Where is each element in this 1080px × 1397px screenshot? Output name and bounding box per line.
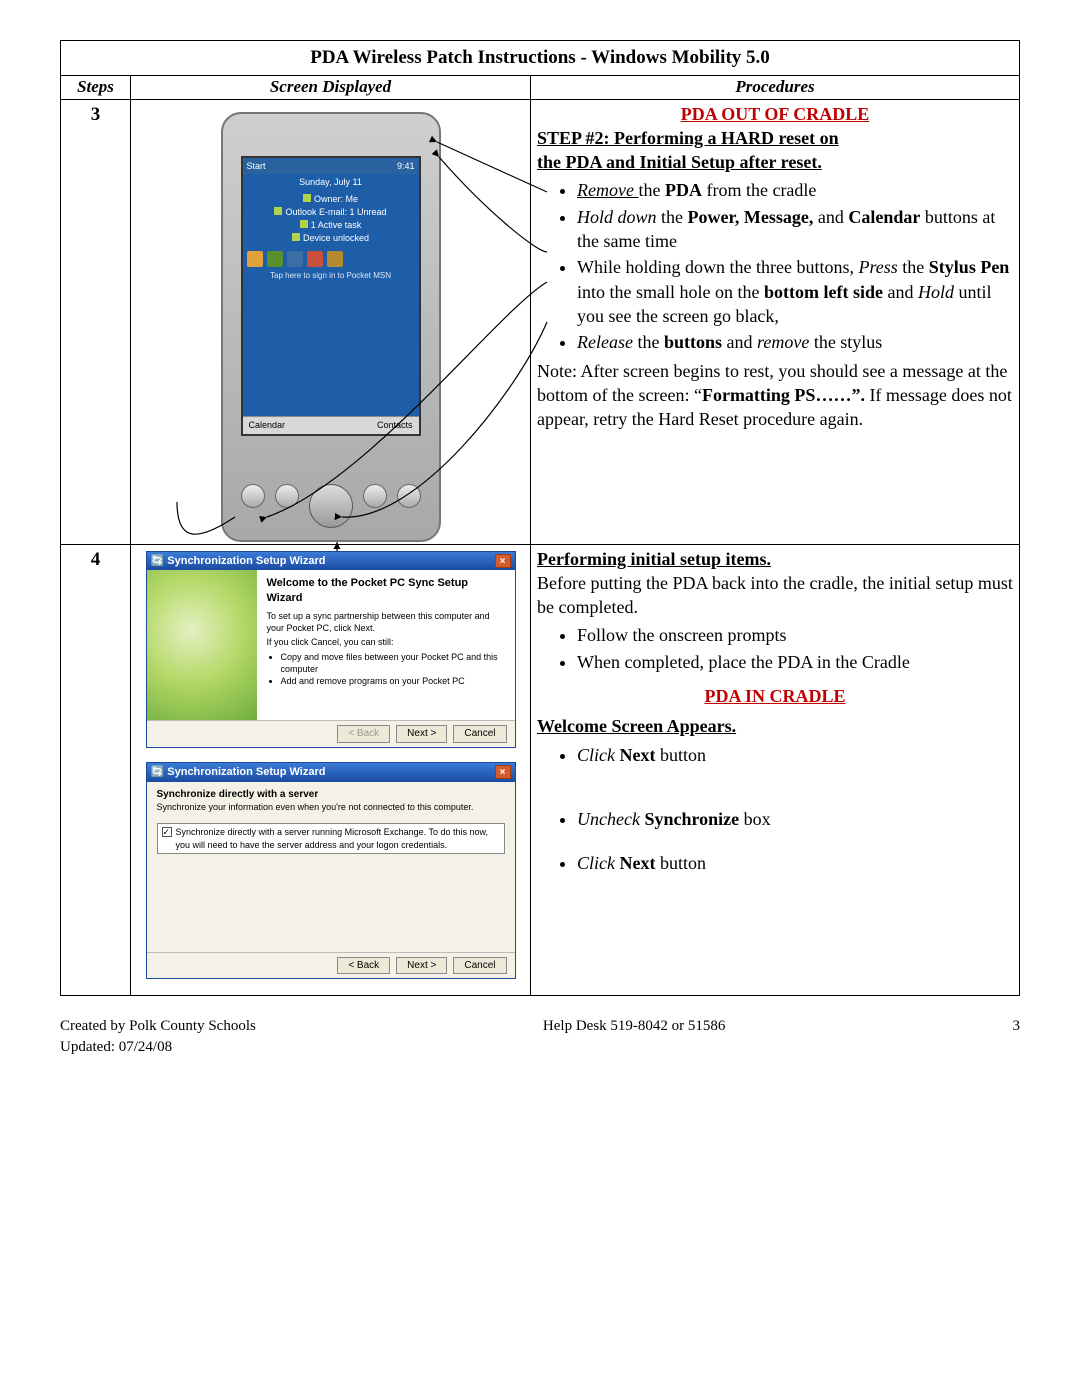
footer-helpdesk: Help Desk 519-8042 or 51586 <box>543 1016 725 1057</box>
footer-author: Created by Polk County Schools <box>60 1018 256 1034</box>
step-4-screen: 🔄 Synchronization Setup Wizard × Welcome… <box>131 544 531 996</box>
win1-p2: If you click Cancel, you can still: <box>267 636 505 648</box>
r4-h1: Performing initial setup items. <box>537 547 1013 571</box>
r3-b1: Remove the PDA from the cradle <box>577 178 1013 202</box>
pda-line4: Device unlocked <box>303 233 369 243</box>
r3-note: Note: After screen begins to rest, you s… <box>537 359 1013 432</box>
pda-start: Start <box>247 160 266 172</box>
instructions-table: PDA Wireless Patch Instructions - Window… <box>60 40 1020 996</box>
win2-sub: Synchronize your information even when y… <box>157 801 505 813</box>
win2-back-button[interactable]: < Back <box>337 957 390 975</box>
pda-in-label: PDA IN CRADLE <box>537 684 1013 708</box>
win1-next-button[interactable]: Next > <box>396 725 447 743</box>
r4-click-next-1: Click Next button <box>577 743 1013 767</box>
close-icon[interactable]: × <box>495 554 511 568</box>
pda-line3: 1 Active task <box>311 220 362 230</box>
chk-line1: Synchronize directly with a server runni… <box>176 827 489 837</box>
step-3-screen: Start 9:41 Sunday, July 11 Owner: Me Out… <box>131 99 531 544</box>
r4-b1: Follow the onscreen prompts <box>577 623 1013 647</box>
checkbox-icon[interactable] <box>162 827 172 837</box>
r4-click-next-2: Click Next button <box>577 851 1013 875</box>
r4-uncheck: Uncheck Synchronize box <box>577 807 1013 831</box>
sync-wizard-server: 🔄 Synchronization Setup Wizard × Synchro… <box>146 762 516 979</box>
step-4-num: 4 <box>61 544 131 996</box>
win2-cancel-button[interactable]: Cancel <box>453 957 506 975</box>
step-4-proc: Performing initial setup items. Before p… <box>531 544 1020 996</box>
sync-server-checkbox-row[interactable]: Synchronize directly with a server runni… <box>157 823 505 853</box>
step-3-proc: PDA OUT OF CRADLE STEP #2: Performing a … <box>531 99 1020 544</box>
win2-next-button[interactable]: Next > <box>396 957 447 975</box>
col-proc-hdr: Procedures <box>531 75 1020 99</box>
r3-b3: While holding down the three buttons, Pr… <box>577 255 1013 328</box>
win1-title: Synchronization Setup Wizard <box>167 555 325 567</box>
win2-title: Synchronization Setup Wizard <box>167 766 325 778</box>
pda-contacts-btn: Contacts <box>377 419 413 431</box>
r4-p1: Before putting the PDA back into the cra… <box>537 571 1013 620</box>
r4-h2: Welcome Screen Appears. <box>537 714 1013 738</box>
pda-device-graphic: Start 9:41 Sunday, July 11 Owner: Me Out… <box>221 112 441 542</box>
win1-li2: Add and remove programs on your Pocket P… <box>281 675 505 687</box>
doc-title: PDA Wireless Patch Instructions - Window… <box>61 41 1020 76</box>
col-steps-hdr: Steps <box>61 75 131 99</box>
footer-updated: Updated: 07/24/08 <box>60 1039 172 1055</box>
win1-heading: Welcome to the Pocket PC Sync Setup Wiza… <box>267 576 505 606</box>
pda-line2: Outlook E-mail: 1 Unread <box>285 207 386 217</box>
pda-date: Sunday, July 11 <box>243 174 419 190</box>
col-screen-hdr: Screen Displayed <box>131 75 531 99</box>
win1-li1: Copy and move files between your Pocket … <box>281 651 505 675</box>
step2-head-a: STEP #2: Performing a HARD reset on <box>537 126 1013 150</box>
chk-line2: you will need to have the server address… <box>176 840 448 850</box>
pda-clock: 9:41 <box>397 160 415 172</box>
step-3-num: 3 <box>61 99 131 544</box>
footer-pagenum: 3 <box>1013 1016 1021 1057</box>
close-icon[interactable]: × <box>495 765 511 779</box>
pda-cal-btn: Calendar <box>249 419 286 431</box>
win1-back-button[interactable]: < Back <box>337 725 390 743</box>
win2-heading: Synchronize directly with a server <box>157 788 505 802</box>
pda-out-label: PDA OUT OF CRADLE <box>537 102 1013 126</box>
r4-b2: When completed, place the PDA in the Cra… <box>577 650 1013 674</box>
win1-cancel-button[interactable]: Cancel <box>453 725 506 743</box>
sync-wizard-welcome: 🔄 Synchronization Setup Wizard × Welcome… <box>146 551 516 748</box>
pda-line1: Owner: Me <box>314 194 358 204</box>
win1-p1: To set up a sync partnership between thi… <box>267 610 505 634</box>
step2-head-b: the PDA and Initial Setup after reset. <box>537 150 1013 174</box>
r3-b4: Release the buttons and remove the stylu… <box>577 330 1013 354</box>
r3-b2: Hold down the Power, Message, and Calend… <box>577 205 1013 254</box>
page-footer: Created by Polk County Schools Updated: … <box>60 1016 1020 1057</box>
